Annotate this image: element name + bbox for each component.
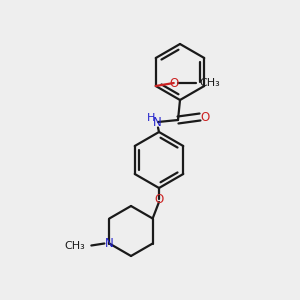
Text: CH₃: CH₃ [64, 241, 85, 250]
Text: H: H [147, 113, 155, 123]
Text: O: O [154, 193, 164, 206]
Text: O: O [169, 76, 178, 89]
Text: CH₃: CH₃ [200, 78, 220, 88]
Text: N: N [153, 116, 161, 128]
Text: N: N [105, 237, 114, 250]
Text: O: O [200, 110, 210, 124]
